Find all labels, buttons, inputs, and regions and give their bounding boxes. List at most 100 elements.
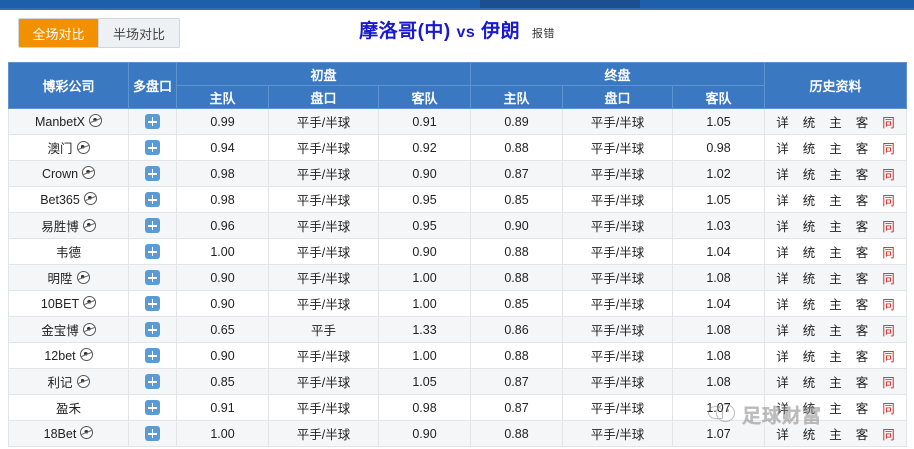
history-link-3[interactable]: 客 — [855, 272, 869, 286]
cell-multi-handicap[interactable] — [128, 212, 177, 239]
history-link-4[interactable]: 同 — [882, 350, 895, 364]
history-link-0[interactable]: 详 — [776, 168, 789, 182]
cell-multi-handicap[interactable] — [128, 394, 177, 421]
history-link-0[interactable]: 详 — [776, 350, 789, 364]
history-link-1[interactable]: 统 — [802, 116, 816, 130]
history-link-4[interactable]: 同 — [882, 324, 895, 338]
history-link-4[interactable]: 同 — [882, 194, 895, 208]
history-link-1[interactable]: 统 — [802, 194, 816, 208]
cell-company[interactable]: Crown — [8, 160, 129, 187]
history-link-4[interactable]: 同 — [882, 246, 895, 260]
cell-company[interactable]: 10BET — [8, 290, 129, 317]
plus-icon[interactable] — [145, 166, 160, 181]
history-link-3[interactable]: 客 — [855, 116, 869, 130]
cell-company[interactable]: 易胜博 — [8, 212, 129, 239]
history-link-3[interactable]: 客 — [855, 142, 869, 156]
plus-icon[interactable] — [145, 374, 160, 389]
history-link-0[interactable]: 详 — [776, 220, 789, 234]
history-link-1[interactable]: 统 — [802, 220, 816, 234]
plus-icon[interactable] — [145, 270, 160, 285]
history-link-4[interactable]: 同 — [882, 376, 895, 390]
history-link-1[interactable]: 统 — [802, 402, 816, 416]
history-link-2[interactable]: 主 — [829, 220, 842, 234]
tab-full-match[interactable]: 全场对比 — [19, 19, 99, 47]
history-link-1[interactable]: 统 — [802, 298, 816, 312]
cell-multi-handicap[interactable] — [128, 420, 177, 447]
history-link-1[interactable]: 统 — [802, 142, 816, 156]
history-link-4[interactable]: 同 — [882, 220, 895, 234]
history-link-1[interactable]: 统 — [802, 324, 816, 338]
history-link-4[interactable]: 同 — [882, 272, 895, 286]
history-link-1[interactable]: 统 — [802, 376, 816, 390]
history-link-2[interactable]: 主 — [829, 298, 842, 312]
history-link-2[interactable]: 主 — [829, 246, 842, 260]
history-link-2[interactable]: 主 — [829, 194, 842, 208]
tab-half-match[interactable]: 半场对比 — [99, 19, 179, 47]
history-link-2[interactable]: 主 — [829, 116, 842, 130]
history-link-2[interactable]: 主 — [829, 376, 842, 390]
history-link-4[interactable]: 同 — [882, 298, 895, 312]
history-link-0[interactable]: 详 — [776, 246, 789, 260]
history-link-3[interactable]: 客 — [855, 194, 869, 208]
history-link-2[interactable]: 主 — [829, 402, 842, 416]
cell-multi-handicap[interactable] — [128, 368, 177, 395]
plus-icon[interactable] — [145, 348, 160, 363]
history-link-2[interactable]: 主 — [829, 350, 842, 364]
history-link-3[interactable]: 客 — [855, 324, 869, 338]
report-error-link[interactable]: 报错 — [531, 28, 555, 40]
cell-multi-handicap[interactable] — [128, 108, 177, 135]
history-link-3[interactable]: 客 — [855, 220, 869, 234]
cell-multi-handicap[interactable] — [128, 160, 177, 187]
history-link-1[interactable]: 统 — [802, 272, 816, 286]
history-link-3[interactable]: 客 — [855, 298, 869, 312]
history-link-2[interactable]: 主 — [829, 428, 842, 442]
cell-company[interactable]: 利记 — [8, 368, 129, 395]
history-link-2[interactable]: 主 — [829, 324, 842, 338]
cell-multi-handicap[interactable] — [128, 186, 177, 213]
history-link-4[interactable]: 同 — [882, 116, 895, 130]
cell-multi-handicap[interactable] — [128, 238, 177, 265]
history-link-4[interactable]: 同 — [882, 428, 895, 442]
history-link-0[interactable]: 详 — [776, 376, 789, 390]
cell-company[interactable]: 18Bet — [8, 420, 129, 447]
history-link-1[interactable]: 统 — [802, 428, 816, 442]
plus-icon[interactable] — [145, 400, 160, 415]
cell-company[interactable]: 韦德 — [8, 238, 129, 265]
history-link-0[interactable]: 详 — [776, 298, 789, 312]
history-link-0[interactable]: 详 — [776, 272, 789, 286]
cell-multi-handicap[interactable] — [128, 342, 177, 369]
history-link-0[interactable]: 详 — [776, 428, 789, 442]
history-link-3[interactable]: 客 — [855, 246, 869, 260]
cell-multi-handicap[interactable] — [128, 134, 177, 161]
cell-company[interactable]: 12bet — [8, 342, 129, 369]
cell-multi-handicap[interactable] — [128, 290, 177, 317]
history-link-2[interactable]: 主 — [829, 168, 842, 182]
history-link-1[interactable]: 统 — [802, 168, 816, 182]
plus-icon[interactable] — [145, 114, 160, 129]
cell-multi-handicap[interactable] — [128, 264, 177, 291]
history-link-1[interactable]: 统 — [802, 246, 816, 260]
history-link-4[interactable]: 同 — [882, 168, 895, 182]
history-link-0[interactable]: 详 — [776, 324, 789, 338]
history-link-2[interactable]: 主 — [829, 272, 842, 286]
history-link-0[interactable]: 详 — [776, 116, 789, 130]
plus-icon[interactable] — [145, 426, 160, 441]
history-link-1[interactable]: 统 — [802, 350, 816, 364]
cell-company[interactable]: 盈禾 — [8, 394, 129, 421]
history-link-3[interactable]: 客 — [855, 428, 869, 442]
history-link-3[interactable]: 客 — [855, 350, 869, 364]
cell-company[interactable]: 金宝博 — [8, 316, 129, 343]
cell-company[interactable]: 澳门 — [8, 134, 129, 161]
history-link-2[interactable]: 主 — [829, 142, 842, 156]
history-link-0[interactable]: 详 — [776, 402, 789, 416]
plus-icon[interactable] — [145, 218, 160, 233]
cell-multi-handicap[interactable] — [128, 316, 177, 343]
plus-icon[interactable] — [145, 296, 160, 311]
history-link-3[interactable]: 客 — [855, 376, 869, 390]
plus-icon[interactable] — [145, 244, 160, 259]
plus-icon[interactable] — [145, 192, 160, 207]
plus-icon[interactable] — [145, 140, 160, 155]
cell-company[interactable]: ManbetX — [8, 108, 129, 135]
history-link-0[interactable]: 详 — [776, 194, 789, 208]
history-link-3[interactable]: 客 — [855, 402, 869, 416]
